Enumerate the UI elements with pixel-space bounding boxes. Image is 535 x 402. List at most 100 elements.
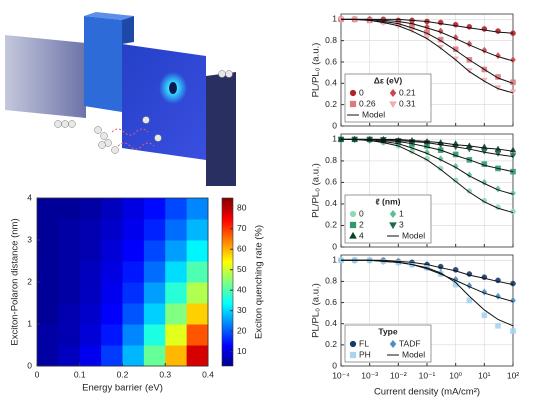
- heat-cell: [37, 261, 59, 283]
- legend-label: PH: [359, 349, 371, 359]
- colorbar-tick-label: 20: [237, 325, 247, 335]
- legend-marker: [349, 221, 357, 229]
- y-tick-label: 0: [332, 241, 337, 251]
- heat-cell: [101, 240, 123, 262]
- heat-cell: [79, 345, 102, 367]
- heat-cell: [165, 261, 188, 283]
- data-point: [466, 297, 473, 304]
- heat-cell: [37, 282, 59, 304]
- y-tick-label: 0.6: [325, 56, 337, 66]
- legend-marker: [349, 231, 357, 239]
- legend-title: Δε (eV): [374, 75, 403, 85]
- heat-cell: [37, 324, 59, 346]
- data-point: [337, 135, 345, 142]
- y-tick-label: 0.6: [325, 297, 337, 307]
- legend-box: [344, 324, 432, 363]
- heat-cell: [58, 240, 81, 262]
- x-tick-label: 10⁻¹: [419, 370, 436, 380]
- heat-cell: [186, 261, 209, 283]
- data-point: [452, 177, 459, 184]
- model-line: [341, 18, 514, 62]
- heat-cell: [101, 345, 123, 367]
- colorbar-tick-label: 30: [237, 305, 247, 315]
- y-tick-label: 0.4: [325, 198, 337, 208]
- legend-marker: [349, 340, 357, 348]
- y-tick-label: 1: [332, 134, 337, 144]
- data-point: [481, 312, 488, 319]
- data-point: [452, 33, 459, 42]
- legend-label: Model: [362, 109, 385, 119]
- right-block: [206, 72, 236, 186]
- transfer-path: [111, 128, 149, 136]
- plot-frame: [340, 13, 514, 127]
- colorbar: [221, 197, 234, 367]
- y-tick-label: 0: [27, 360, 32, 370]
- heat-cell: [143, 240, 166, 262]
- data-point: [452, 162, 459, 170]
- plot-frame: [340, 254, 514, 367]
- data-point: [495, 52, 501, 60]
- transfer-path: [117, 142, 155, 150]
- heat-cell: [58, 261, 81, 283]
- data-point: [495, 28, 501, 34]
- block-top: [84, 12, 134, 20]
- data-point: [495, 185, 501, 193]
- model-line: [341, 18, 514, 94]
- data-point: [510, 189, 516, 197]
- y-tick-label: 0.2: [325, 99, 337, 109]
- heat-cell: [101, 198, 123, 220]
- heat-cell: [186, 282, 209, 304]
- x-tick-label: 10⁰: [449, 370, 462, 380]
- heat-cell: [122, 219, 145, 241]
- data-point: [337, 17, 345, 23]
- model-line: [341, 138, 514, 195]
- heat-cell: [79, 219, 102, 241]
- legend-marker: [349, 100, 357, 108]
- heat-cell: [37, 303, 59, 325]
- legend-box: [344, 73, 432, 123]
- heat-cell: [122, 198, 145, 220]
- heat-cell: [79, 240, 102, 262]
- colorbar-tick-label: 50: [237, 264, 247, 274]
- heat-cell: [79, 324, 102, 346]
- x-tick-label: 0: [35, 369, 40, 379]
- colorbar-tick-label: 60: [237, 243, 247, 253]
- heat-cell: [122, 345, 145, 367]
- heat-cell: [79, 282, 102, 304]
- data-point: [510, 56, 516, 64]
- data-point: [351, 135, 359, 142]
- y-tick-label: 0.8: [325, 276, 337, 286]
- legend-label: 0.26: [359, 98, 376, 108]
- heat-cell: [143, 324, 166, 346]
- heat-cell: [165, 303, 188, 325]
- heat-cell: [143, 303, 166, 325]
- data-point: [424, 156, 430, 162]
- x-axis-label: Energy barrier (eV): [82, 383, 163, 394]
- heat-cell: [186, 198, 209, 220]
- data-point: [510, 208, 516, 215]
- heat-cell: [101, 303, 123, 325]
- colorbar-tick-label: 80: [237, 202, 247, 212]
- colorbar-tick-label: 40: [237, 284, 247, 294]
- model-line: [341, 138, 514, 152]
- legend-label: 0.21: [399, 87, 416, 97]
- y-tick-label: 4: [27, 192, 32, 202]
- heat-cell: [186, 324, 209, 346]
- legend-marker: [389, 101, 397, 109]
- model-line: [341, 259, 514, 327]
- data-point: [495, 292, 501, 300]
- legend-label: 0.31: [399, 98, 416, 108]
- heat-cell: [122, 240, 145, 262]
- heat-cell: [165, 345, 188, 367]
- heat-cell: [37, 219, 59, 241]
- heat-cell: [165, 198, 188, 220]
- data-point: [510, 296, 516, 305]
- y-tick-label: 0.8: [325, 35, 337, 45]
- legend-marker: [389, 339, 397, 349]
- heat-cell: [58, 324, 81, 346]
- y-tick-label: 1: [27, 318, 32, 328]
- legend-label: FL: [359, 338, 369, 348]
- x-tick-label: 0.3: [159, 369, 171, 379]
- heat-cell: [122, 303, 145, 325]
